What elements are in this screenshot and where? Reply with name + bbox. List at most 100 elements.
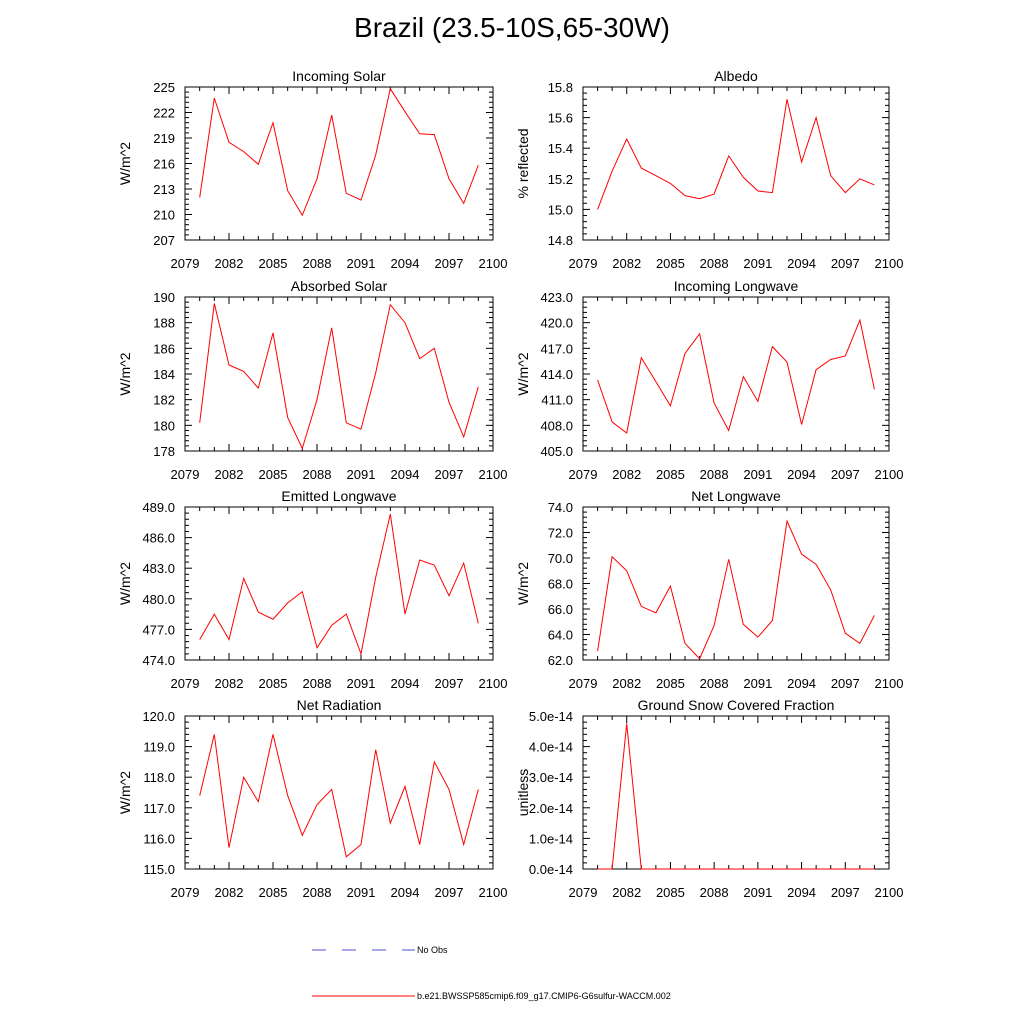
panel-title: Ground Snow Covered Fraction	[638, 697, 835, 713]
chart-panel-4: 2079 2082 2085 2088 2091 2094 2097 2100 405.0 408…	[515, 278, 903, 482]
x-tick-label: 2091	[347, 885, 376, 900]
series-line	[597, 519, 875, 660]
chart-panel-6: 2079 2082 2085 2088 2091 2094 2097 2100 62.0 64.0…	[515, 488, 903, 691]
x-tick-label: 2085	[259, 256, 288, 271]
x-tick-label: 2100	[479, 676, 508, 691]
x-tick-label: 2091	[743, 676, 772, 691]
y-tick-label: 64.0	[548, 628, 573, 643]
y-tick-label: 423.0	[540, 290, 573, 305]
x-tick-label: 2088	[700, 676, 729, 691]
x-tick-label: 2085	[656, 467, 685, 482]
panel-title: Incoming Solar	[292, 68, 386, 84]
y-tick-label: 70.0	[548, 551, 573, 566]
x-tick-label: 2082	[612, 676, 641, 691]
y-tick-label: 216	[153, 157, 175, 172]
y-tick-label: 62.0	[548, 653, 573, 668]
series-line	[597, 723, 875, 870]
chart-panel-7: 2079 2082 2085 2088 2091 2094 2097 2100 115.0 116…	[117, 697, 507, 900]
y-tick-label: 180	[153, 418, 175, 433]
y-tick-label: 74.0	[548, 500, 573, 515]
x-tick-label: 2088	[303, 885, 332, 900]
y-tick-label: 417.0	[540, 341, 573, 356]
panel-title: Net Longwave	[691, 488, 781, 504]
x-tick-label: 2082	[215, 676, 244, 691]
x-tick-label: 2088	[700, 256, 729, 271]
y-axis-label: W/m^2	[117, 771, 133, 814]
y-axis-label: W/m^2	[515, 352, 531, 395]
x-tick-label: 2097	[435, 467, 464, 482]
x-tick-label: 2085	[259, 676, 288, 691]
y-tick-label: 477.0	[142, 622, 175, 637]
x-tick-label: 2082	[215, 467, 244, 482]
x-tick-label: 2100	[875, 676, 904, 691]
x-tick-label: 2100	[875, 256, 904, 271]
y-tick-label: 474.0	[142, 653, 175, 668]
y-tick-label: 3.0e-14	[529, 770, 573, 785]
y-tick-label: 119.0	[143, 740, 175, 755]
x-tick-label: 2088	[303, 676, 332, 691]
x-tick-label: 2094	[391, 885, 420, 900]
x-tick-label: 2082	[612, 256, 641, 271]
x-tick-label: 2082	[612, 885, 641, 900]
x-tick-label: 2097	[435, 885, 464, 900]
x-tick-label: 2094	[787, 676, 816, 691]
x-tick-label: 2091	[743, 467, 772, 482]
chart-panel-2: 2079 2082 2085 2088 2091 2094 2097 2100 14.8 15.0…	[515, 68, 903, 271]
x-tick-label: 2097	[435, 676, 464, 691]
x-tick-label: 2082	[215, 256, 244, 271]
y-tick-label: 15.2	[548, 172, 573, 187]
x-tick-label: 2100	[875, 885, 904, 900]
series-line	[199, 734, 479, 858]
y-tick-label: 120.0	[142, 709, 175, 724]
y-tick-label: 4.0e-14	[529, 740, 573, 755]
plot-frame	[582, 296, 890, 452]
y-tick-label: 213	[153, 182, 175, 197]
panel-title: Albedo	[714, 68, 758, 84]
x-tick-label: 2082	[612, 467, 641, 482]
x-tick-label: 2088	[700, 885, 729, 900]
y-tick-label: 411.0	[541, 393, 573, 408]
y-tick-label: 190	[153, 290, 175, 305]
legend-obs-label: No Obs	[417, 945, 448, 955]
x-tick-label: 2085	[656, 676, 685, 691]
x-tick-label: 2079	[171, 885, 200, 900]
y-axis-label: W/m^2	[515, 562, 531, 605]
x-tick-label: 2097	[831, 676, 860, 691]
y-tick-label: 15.4	[548, 141, 573, 156]
x-tick-label: 2094	[787, 256, 816, 271]
x-tick-label: 2094	[391, 256, 420, 271]
y-tick-label: 225	[153, 80, 175, 95]
series-line	[199, 513, 479, 656]
y-tick-label: 480.0	[142, 592, 175, 607]
x-tick-label: 2097	[831, 256, 860, 271]
y-tick-label: 489.0	[142, 500, 175, 515]
x-tick-label: 2091	[347, 256, 376, 271]
y-tick-label: 182	[153, 393, 175, 408]
series-line	[199, 303, 479, 450]
y-axis-label: W/m^2	[117, 352, 133, 395]
x-tick-label: 2079	[171, 256, 200, 271]
x-tick-label: 2097	[831, 467, 860, 482]
plot-frame	[184, 715, 494, 870]
x-tick-label: 2097	[435, 256, 464, 271]
y-tick-label: 115.0	[143, 862, 175, 877]
y-tick-label: 184	[153, 367, 175, 382]
y-tick-label: 420.0	[540, 316, 573, 331]
y-tick-label: 408.0	[540, 418, 573, 433]
y-tick-label: 483.0	[142, 561, 175, 576]
chart-panel-3: 2079 2082 2085 2088 2091 2094 2097 2100 178 180 18…	[117, 278, 507, 482]
y-tick-label: 5.0e-14	[529, 709, 573, 724]
plot-frame	[582, 506, 890, 661]
series-line	[597, 318, 875, 434]
chart-panel-5: 2079 2082 2085 2088 2091 2094 2097 2100 474.0 477…	[117, 488, 507, 691]
x-tick-label: 2085	[259, 885, 288, 900]
panel-title: Incoming Longwave	[674, 278, 799, 294]
series-line	[199, 87, 479, 217]
chart-panel-8: 2079 2082 2085 2088 2091 2094 2097 2100 0.0e-14 1…	[515, 697, 903, 900]
chart-panel-1: 2079 2082 2085 2088 2091 2094 2097 2100 207 210 21…	[117, 68, 507, 271]
panel-title: Absorbed Solar	[291, 278, 388, 294]
page-title: Brazil (23.5-10S,65-30W)	[354, 12, 670, 43]
x-tick-label: 2082	[215, 885, 244, 900]
x-tick-label: 2094	[391, 467, 420, 482]
x-tick-label: 2079	[569, 467, 598, 482]
